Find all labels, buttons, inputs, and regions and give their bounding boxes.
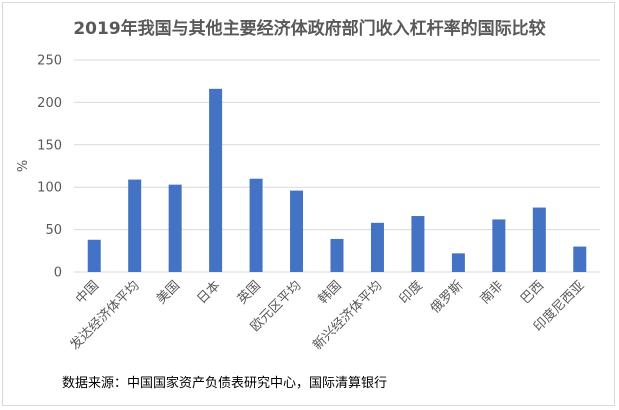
x-tick-label: 发达经济体平均 (67, 278, 143, 354)
y-tick-label: 0 (54, 266, 62, 281)
x-tick-label: 中国 (73, 278, 102, 307)
chart-frame (2, 2, 615, 406)
bar (168, 184, 182, 272)
bar (532, 207, 546, 272)
x-tick-label: 俄罗斯 (428, 278, 466, 316)
y-tick-labels: 0 50 100 150 200 250 (37, 54, 62, 281)
bar (370, 222, 384, 272)
x-tick-label: 日本 (194, 278, 223, 307)
x-tick-label: 新兴经济体平均 (310, 278, 386, 354)
x-tick-label: 巴西 (518, 278, 547, 307)
bar (411, 216, 425, 272)
bar (128, 179, 142, 272)
x-tick-label: 英国 (235, 278, 264, 307)
x-tick-label: 韩国 (316, 278, 345, 307)
y-tick-label: 200 (37, 96, 62, 111)
bar (290, 190, 304, 272)
bar (209, 88, 223, 272)
x-tick-label: 南非 (477, 278, 507, 308)
bar (249, 178, 263, 272)
bar (451, 253, 465, 272)
y-tick-label: 50 (45, 223, 62, 238)
bars (87, 88, 587, 272)
bar (330, 238, 344, 272)
y-tick-label: 150 (37, 138, 62, 153)
bar (87, 239, 101, 272)
bar (573, 246, 587, 272)
bar (492, 219, 506, 272)
chart-title: 2019年我国与其他主要经济体政府部门收入杠杆率的国际比较 (73, 19, 546, 39)
y-tick-label: 250 (37, 54, 62, 69)
source-note: 数据来源：中国国家资产负债表研究中心，国际清算银行 (62, 376, 388, 391)
y-tick-label: 100 (37, 181, 62, 196)
y-axis-label: % (16, 160, 31, 172)
x-tick-label: 印度 (396, 278, 426, 308)
x-tick-label: 美国 (154, 278, 183, 307)
